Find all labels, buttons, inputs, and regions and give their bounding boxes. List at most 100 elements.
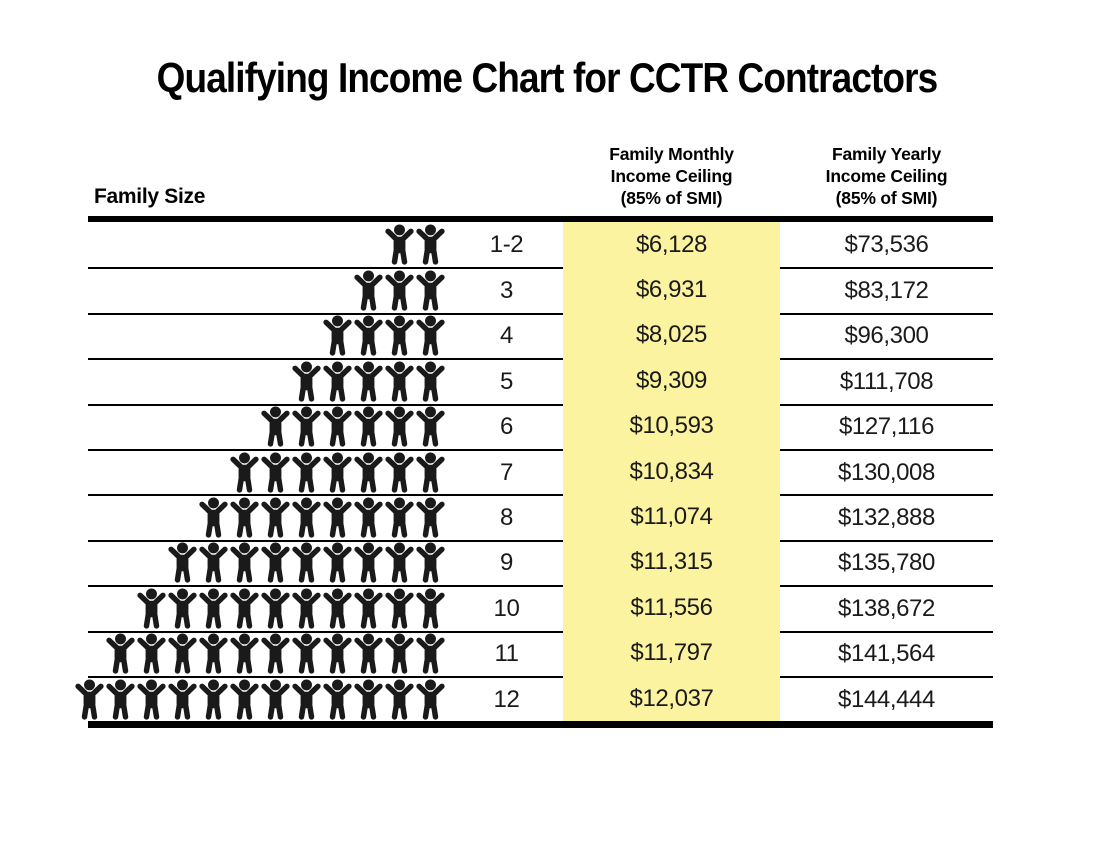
family-icons-cell [75,675,450,721]
person-icon [261,542,290,584]
yearly-income-value: $127,116 [780,403,993,449]
person-icon [416,452,445,493]
monthly-income-value: $12,037 [563,675,780,722]
person-icon [75,679,104,720]
monthly-income-value: $11,556 [563,585,780,631]
person-icon [137,588,166,629]
person-icon [385,361,414,402]
person-icon [385,633,414,674]
person-icon [261,588,290,629]
person-icon [416,224,445,265]
person-icon [354,452,383,493]
person-icon [354,542,383,584]
monthly-income-value: $11,074 [563,494,780,540]
person-icon [354,633,383,674]
person-icon [168,633,197,674]
person-icon [292,452,321,493]
person-icon [292,497,321,538]
person-icon [323,542,352,584]
person-icon [168,679,197,720]
person-icon [385,224,414,265]
family-size-column-header: Family Size [94,185,206,208]
person-icon [416,542,445,584]
person-icon [323,497,352,538]
person-icon [199,497,228,538]
yearly-income-value: $138,672 [780,585,993,630]
person-icon [199,633,228,674]
person-icon [230,633,259,674]
person-icon [199,679,228,720]
person-icon [354,315,383,357]
person-icon [261,406,290,447]
family-size-value: 8 [450,494,563,539]
yearly-header-line1: Family Yearly [832,144,941,164]
person-icon [385,452,414,493]
family-size-value: 5 [450,358,563,403]
person-icon [106,633,135,674]
yearly-income-column-header: Family Yearly Income Ceiling (85% of SMI… [780,143,993,209]
table-row: 9 $11,315 $135,780 [88,539,993,586]
person-icon [416,315,445,357]
table-header: Family Size Family Monthly Income Ceilin… [88,128,993,216]
yearly-income-value: $83,172 [780,267,993,312]
person-icon [199,588,228,629]
family-size-value: 9 [450,539,563,585]
table-row: 1-2 $6,128 $73,536 [88,222,993,268]
yearly-income-value: $130,008 [780,448,993,494]
monthly-header-line2: Income Ceiling [610,166,733,186]
family-icons-cell [88,267,450,312]
table-row: 4 $8,025 $96,300 [88,312,993,359]
person-icon [292,588,321,629]
family-icons-cell [88,358,450,403]
monthly-income-value: $11,315 [563,539,780,586]
person-icon [416,679,445,720]
person-icon [292,542,321,584]
monthly-income-column-header: Family Monthly Income Ceiling (85% of SM… [563,143,780,209]
family-size-value: 12 [450,675,563,721]
person-icon [354,679,383,720]
family-icons-cell [88,585,450,630]
person-icon [323,679,352,720]
person-icon [385,542,414,584]
person-icon [385,406,414,447]
table-row: 12 $12,037 $144,444 [75,675,993,722]
person-icon [354,497,383,538]
person-icon [323,452,352,493]
person-icon [354,270,383,311]
family-icons-cell [88,403,450,449]
person-icon [416,361,445,402]
person-icon [261,452,290,493]
person-icon [261,679,290,720]
person-icon [106,679,135,720]
monthly-income-value: $10,834 [563,448,780,495]
person-icon [323,406,352,447]
person-icon [230,588,259,629]
table-row: 7 $10,834 $130,008 [88,448,993,495]
monthly-income-value: $9,309 [563,358,780,404]
person-icon [292,361,321,402]
monthly-header-line1: Family Monthly [609,144,734,164]
person-icon [416,633,445,674]
person-icon [416,406,445,447]
person-icon [354,361,383,402]
family-size-value: 1-2 [489,230,524,258]
family-size-value: 11 [450,630,563,676]
person-icon [416,497,445,538]
family-icons-cell [88,494,450,539]
family-icons-cell [88,630,450,676]
person-icon [230,679,259,720]
page-title: Qualifying Income Chart for CCTR Contrac… [156,54,939,101]
person-icon [292,679,321,720]
person-icon [137,679,166,720]
yearly-income-value: $111,708 [780,358,993,403]
person-icon [323,633,352,674]
person-icon [385,270,414,311]
monthly-income-value: $8,025 [563,312,780,359]
yearly-income-value: $96,300 [780,312,993,358]
person-icon [230,542,259,584]
person-icon [230,452,259,493]
person-icon [137,633,166,674]
person-icon [385,497,414,538]
monthly-header-line3: (85% of SMI) [620,188,723,208]
person-icon [385,679,414,720]
